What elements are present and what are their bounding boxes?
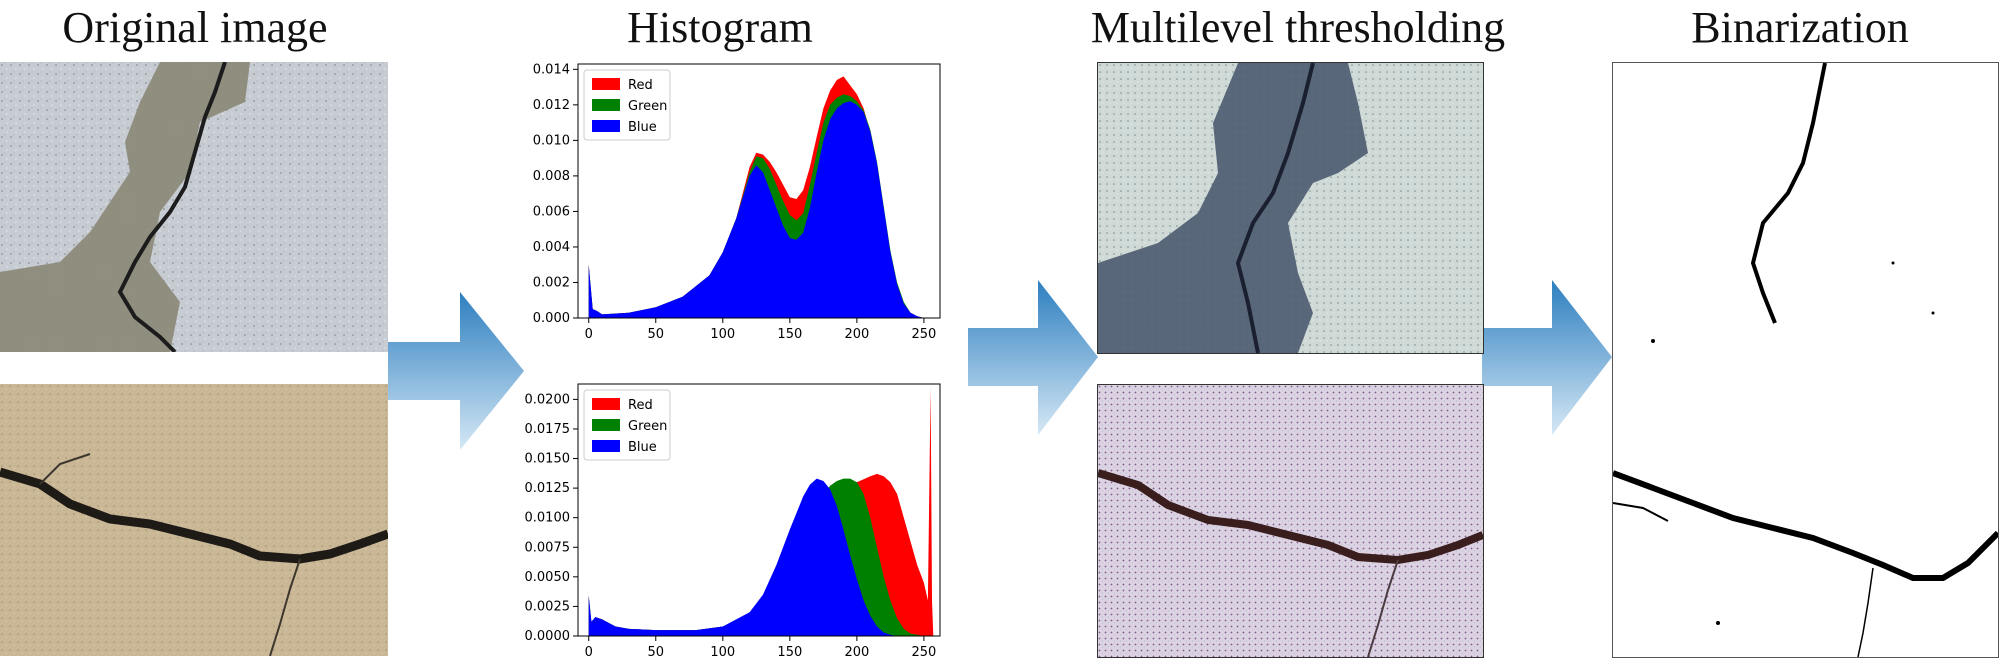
- title-binarization: Binarization: [1691, 3, 1909, 52]
- x-tick-label: 250: [911, 645, 936, 660]
- x-tick-label: 200: [844, 645, 869, 660]
- y-tick-label: 0.0175: [525, 422, 571, 437]
- y-tick-label: 0.002: [533, 275, 570, 290]
- binarized-image: [1612, 62, 1999, 658]
- series-blue-area: [588, 478, 898, 636]
- title-original: Original image: [62, 3, 328, 52]
- x-tick-label: 50: [647, 327, 664, 342]
- y-tick-label: 0.0050: [525, 570, 571, 585]
- histogram-chart-top: 0.000 0.002 0.004 0.006 0.008 0.010 0.012 0.014…: [533, 62, 941, 342]
- x-tick-label: 200: [844, 327, 869, 342]
- histogram-chart-bottom: 0.0000 0.0025 0.0050 0.0075 0.0100 0.0125 0.01…: [525, 383, 941, 660]
- y-tick-label: 0.006: [533, 204, 570, 219]
- y-tick-label: 0.012: [533, 98, 570, 113]
- y-tick-label: 0.0075: [525, 540, 571, 555]
- legend-swatch-green: [592, 419, 620, 431]
- x-tick-label: 100: [710, 645, 735, 660]
- arrow-right-icon: [968, 280, 1098, 435]
- series-blue-area: [588, 101, 931, 318]
- arrow-right-icon: [1482, 280, 1612, 435]
- legend-label-green: Green: [628, 99, 667, 114]
- legend-swatch-blue: [592, 440, 620, 452]
- legend-label-blue: Blue: [628, 120, 657, 135]
- legend-label-green: Green: [628, 419, 667, 434]
- y-tick-label: 0.0125: [525, 481, 571, 496]
- x-tick-label: 250: [911, 327, 936, 342]
- y-tick-label: 0.010: [533, 133, 570, 148]
- legend-swatch-blue: [592, 120, 620, 132]
- x-tick-label: 0: [585, 645, 593, 660]
- y-tick-label: 0.0150: [525, 452, 571, 467]
- x-tick-label: 100: [710, 327, 735, 342]
- y-tick-label: 0.0025: [525, 599, 571, 614]
- x-tick-label: 150: [777, 327, 802, 342]
- x-tick-label: 150: [777, 645, 802, 660]
- original-image-top: [0, 62, 388, 352]
- plot-frame: [577, 383, 941, 637]
- legend-label-blue: Blue: [628, 440, 657, 455]
- thresholded-image-bottom: [1097, 384, 1484, 658]
- y-tick-label: 0.008: [533, 169, 570, 184]
- y-tick-label: 0.000: [533, 311, 570, 326]
- legend-swatch-red: [592, 78, 620, 90]
- legend-label-red: Red: [628, 78, 653, 93]
- x-tick-label: 50: [647, 645, 664, 660]
- legend-label-red: Red: [628, 398, 653, 413]
- thresholded-image-top: [1097, 62, 1484, 354]
- y-tick-label: 0.014: [533, 62, 570, 77]
- y-tick-label: 0.004: [533, 240, 570, 255]
- x-tick-label: 0: [585, 327, 593, 342]
- y-tick-label: 0.0200: [525, 392, 571, 407]
- arrow-right-icon: [388, 292, 524, 450]
- title-histogram: Histogram: [627, 3, 813, 52]
- title-thresholding: Multilevel thresholding: [1090, 3, 1506, 52]
- y-tick-label: 0.0000: [525, 629, 571, 644]
- original-image-bottom: [0, 384, 388, 656]
- y-tick-label: 0.0100: [525, 511, 571, 526]
- legend-swatch-green: [592, 99, 620, 111]
- legend-swatch-red: [592, 398, 620, 410]
- plot-frame: [577, 63, 941, 319]
